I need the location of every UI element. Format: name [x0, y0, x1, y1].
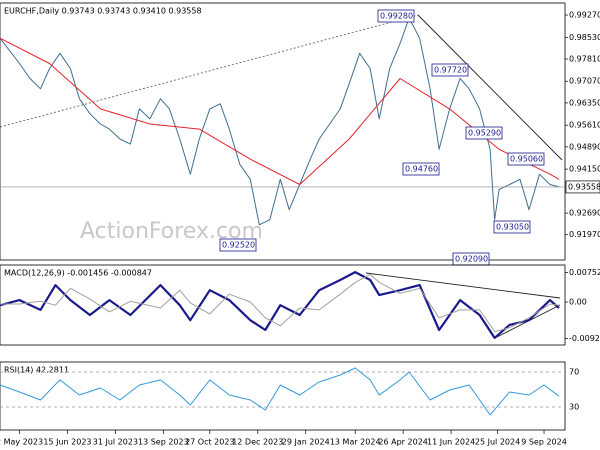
annotation: 0.93050	[496, 223, 529, 232]
annotation-box	[465, 126, 503, 140]
y-tick-label: -0.009252	[569, 334, 600, 343]
y-tick-label: 0.94890	[569, 142, 600, 151]
y-tick-label: 0.00	[569, 298, 587, 307]
annotation: 0.94760	[405, 165, 438, 174]
trend-line	[417, 14, 563, 161]
y-tick-label: 0.99270	[569, 11, 600, 20]
x-tick-label: 15 Jun 2023	[43, 438, 91, 447]
series-line	[0, 367, 560, 416]
panel-frame	[0, 2, 566, 261]
trend-line	[365, 272, 561, 299]
annotation-box	[377, 9, 415, 23]
series-line	[0, 17, 560, 226]
y-tick-label: 0.97070	[569, 77, 600, 86]
x-tick-label: 13 Mar 2024	[330, 438, 381, 447]
series-line	[0, 37, 560, 185]
series-line	[0, 271, 560, 339]
annotation-box	[493, 220, 531, 234]
x-tick-label: 29 Jan 2024	[282, 438, 330, 447]
y-tick-label: 0.94150	[569, 165, 600, 174]
annotation-box	[402, 162, 440, 176]
x-tick-label: 31 Jul 2023	[93, 438, 138, 447]
x-tick-label: 27 Oct 2023	[185, 438, 234, 447]
annotation-box	[507, 152, 545, 166]
annotation: 0.95060	[510, 155, 543, 164]
x-tick-label: 2 May 2023	[0, 438, 43, 447]
annotation: 0.92520	[222, 241, 255, 250]
last-price-label: 0.93558	[568, 182, 600, 191]
x-tick-label: 25 Jul 2024	[475, 438, 520, 447]
annotation: 0.95290	[468, 129, 501, 138]
annotation: 0.97720	[434, 66, 467, 75]
x-tick-label: 26 Apr 2024	[378, 438, 427, 447]
annotation-box	[431, 63, 469, 77]
y-tick-label: 0.97810	[569, 54, 600, 63]
panel-title: MACD(12,26,9) -0.001456 -0.000847	[4, 269, 152, 278]
x-tick-label: 12 Dec 2023	[232, 438, 283, 447]
x-tick-label: 11 Jun 2024	[427, 438, 475, 447]
series-line	[0, 274, 560, 333]
annotation: 0.92090	[455, 255, 488, 264]
y-tick-label: 70	[569, 367, 579, 376]
last-price-box	[565, 180, 600, 194]
panel-frame	[0, 264, 566, 346]
x-tick-label: 13 Sep 2023	[138, 438, 189, 447]
panel-title: EURCHF,Daily 0.93743 0.93743 0.93410 0.9…	[4, 7, 202, 16]
y-tick-label: 0.007526	[569, 268, 600, 277]
y-tick-label: 0.95610	[569, 121, 600, 130]
panel-frame	[0, 361, 566, 431]
y-tick-label: 0.96350	[569, 98, 600, 107]
y-tick-label: 0.92690	[569, 209, 600, 218]
panel-title: RSI(14) 42.2811	[4, 366, 69, 375]
y-tick-label: 0.91970	[569, 230, 600, 239]
x-tick-label: 9 Sep 2024	[521, 438, 567, 447]
annotation: 0.99280	[380, 12, 413, 21]
annotation-box	[219, 238, 257, 252]
y-tick-label: 30	[569, 402, 579, 411]
trend-line	[0, 14, 419, 128]
y-tick-label: 0.98530	[569, 33, 600, 42]
